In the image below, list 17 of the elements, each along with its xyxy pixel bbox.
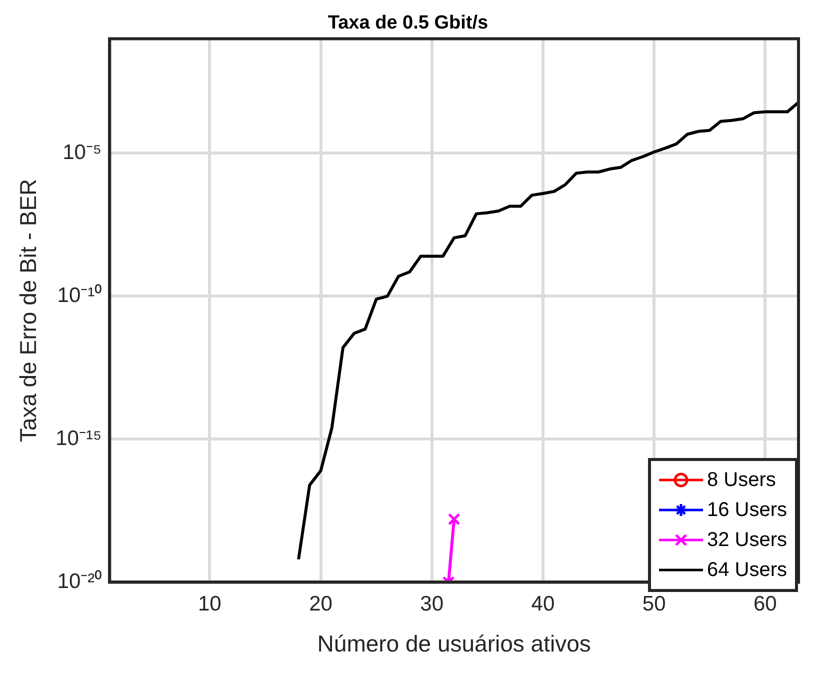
legend-label: 16 Users	[706, 498, 787, 523]
x-axis-title: Número de usuários ativos	[317, 630, 591, 657]
y-tick-label: 10⁻²⁰	[57, 570, 102, 593]
x-tick-label: 30	[420, 592, 444, 616]
x-tick-label: 20	[309, 592, 332, 616]
legend-label: 32 Users	[706, 528, 787, 553]
legend-label: 64 Users	[706, 558, 787, 583]
x-tick-label: 60	[753, 592, 777, 616]
y-axis-title: Taxa de Erro de Bit - BER	[15, 178, 42, 442]
y-tick-label: 10⁻⁵	[62, 140, 102, 164]
x-tick-label: 10	[198, 592, 222, 616]
y-tick-label: 10⁻¹⁰	[57, 284, 102, 307]
legend-label: 8 Users	[706, 468, 776, 493]
x-tick-label: 40	[531, 592, 555, 616]
chart-title: Taxa de 0.5 Gbit/s	[328, 12, 488, 34]
x-tick-label: 50	[642, 592, 666, 616]
y-tick-label: 10⁻¹⁵	[56, 426, 102, 450]
